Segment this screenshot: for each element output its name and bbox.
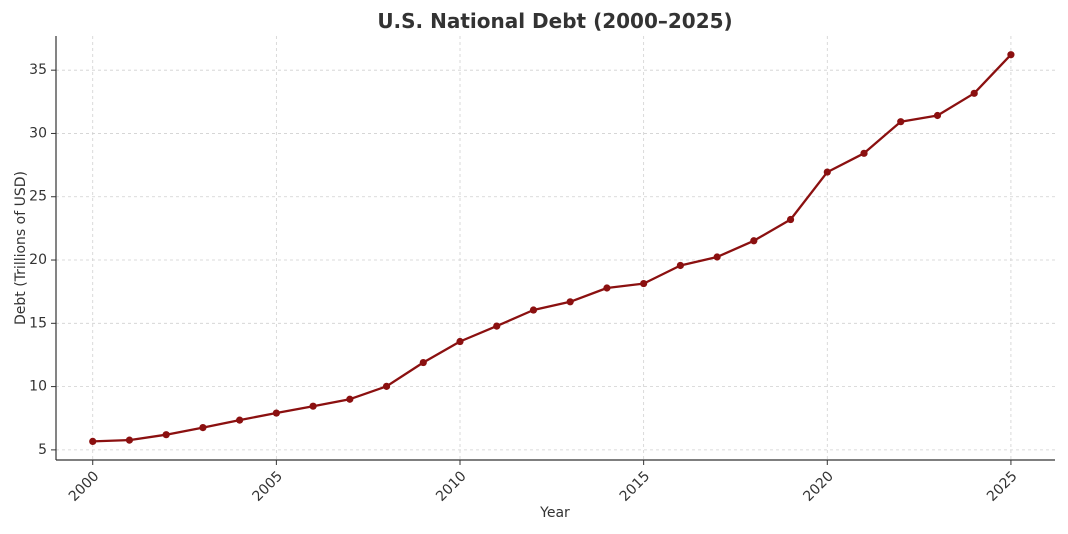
grid-lines [56,36,1055,460]
y-tick-label: 25 [29,189,47,205]
x-tick-label: 2015 [617,468,654,505]
debt-line [92,53,1012,443]
data-point [272,409,280,417]
data-point [89,437,97,445]
axes-spines [55,36,1055,461]
data-point [382,382,391,390]
x-axis-label: Year [539,505,570,521]
data-point [713,253,721,261]
y-axis-label: Debt (Trillions of USD) [13,171,29,325]
data-point [456,337,464,346]
data-point [419,358,427,367]
data-point [603,284,611,292]
data-point [346,395,354,403]
data-point [640,279,648,288]
data-point [236,416,244,424]
y-tick-label: 10 [29,379,47,395]
x-tick-label: 2005 [250,468,287,505]
chart-title: U.S. National Debt (2000–2025) [377,9,732,33]
data-point [566,298,574,306]
x-tick-label: 2000 [66,468,103,505]
data-point [676,261,684,270]
y-tick-label: 5 [38,442,47,458]
y-tick-label: 35 [29,62,47,78]
data-point [529,306,538,314]
data-point [970,89,978,97]
x-axis-ticks: 2000 2005 2010 2015 2020 2025 [66,460,1021,505]
data-point [750,237,758,245]
data-point [162,431,170,439]
data-point [493,322,501,330]
y-axis-ticks: 5 10 15 20 25 30 35 [29,62,56,458]
data-series [89,51,1015,445]
x-tick-label: 2020 [800,468,837,505]
y-tick-label: 30 [29,125,47,141]
y-tick-label: 15 [29,315,47,331]
data-point [1007,51,1015,59]
data-point [933,111,942,120]
data-point [786,215,795,224]
data-point [897,118,905,126]
data-point [309,402,317,410]
data-point [125,436,134,444]
data-point [199,423,207,432]
y-tick-label: 20 [29,252,47,268]
data-point [860,149,868,157]
x-tick-label: 2010 [433,468,470,505]
x-tick-label: 2025 [984,468,1021,505]
data-point [823,168,831,176]
